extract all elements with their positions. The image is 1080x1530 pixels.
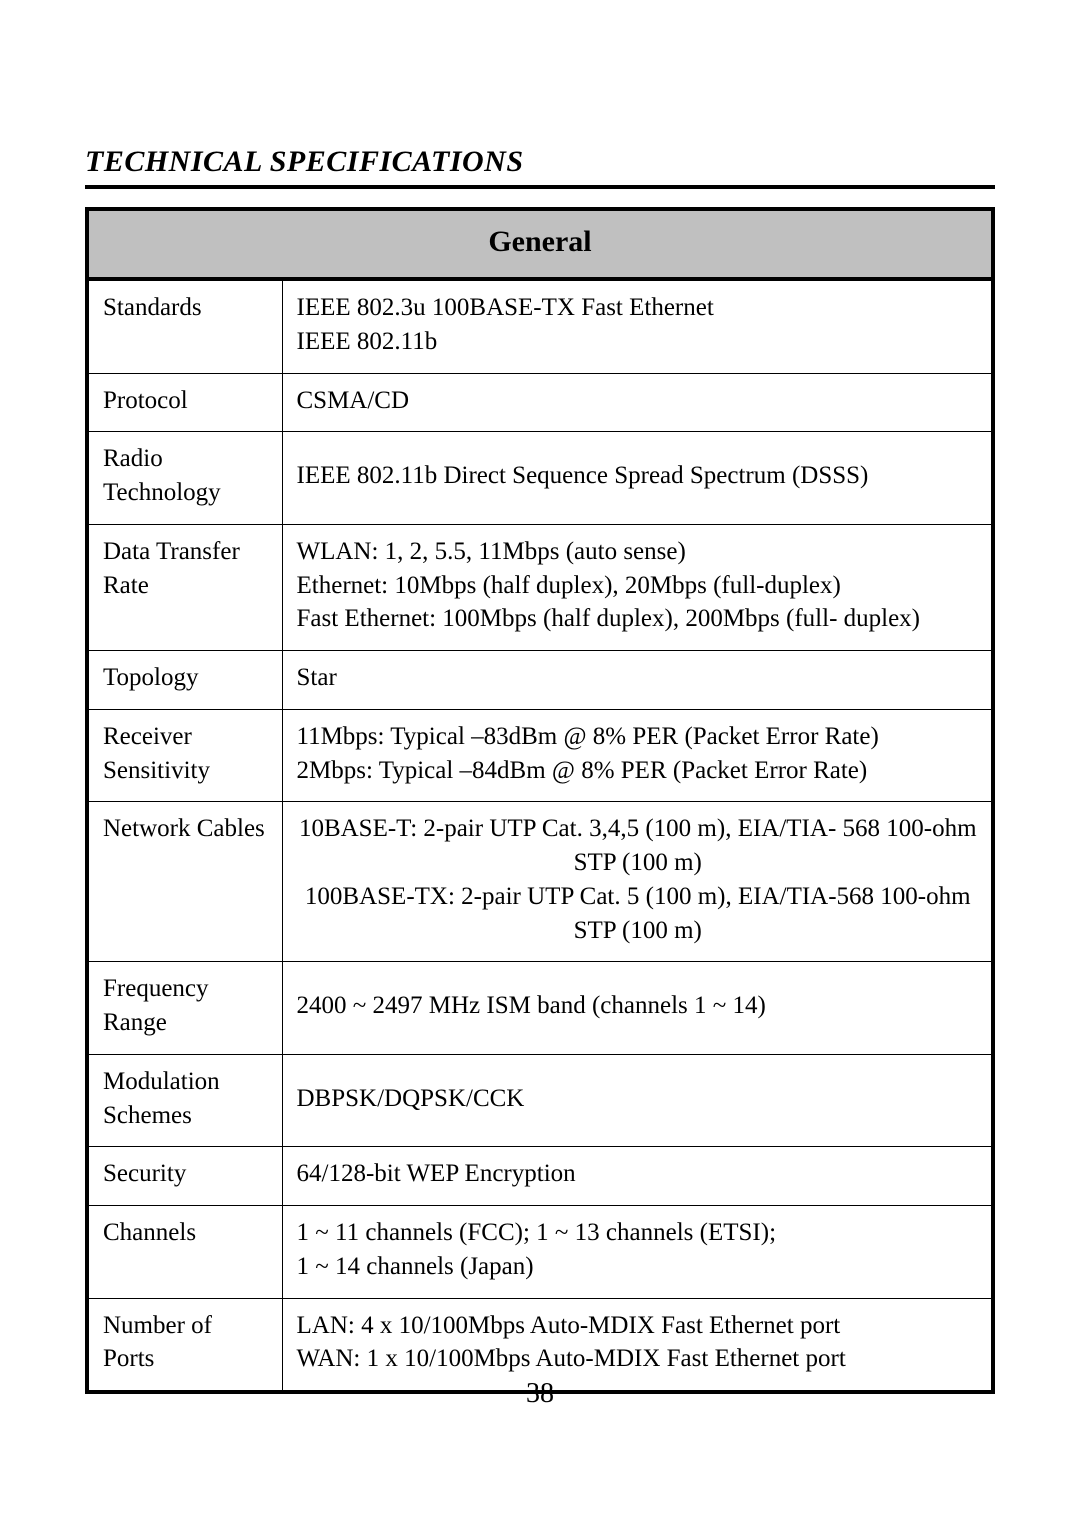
spec-value: 1 ~ 11 channels (FCC); 1 ~ 13 channels (…: [282, 1206, 993, 1299]
section-title: TECHNICAL SPECIFICATIONS: [85, 145, 995, 179]
table-row: Data Transfer RateWLAN: 1, 2, 5.5, 11Mbp…: [87, 524, 993, 650]
spec-value-line: IEEE 802.11b Direct Sequence Spread Spec…: [297, 459, 980, 493]
spec-label: Network Cables: [87, 802, 282, 962]
table-row: StandardsIEEE 802.3u 100BASE-TX Fast Eth…: [87, 279, 993, 373]
spec-value-line: CSMA/CD: [297, 384, 980, 418]
spec-value: IEEE 802.3u 100BASE-TX Fast EthernetIEEE…: [282, 279, 993, 373]
spec-value-line: IEEE 802.11b: [297, 325, 980, 359]
spec-label: Frequency Range: [87, 962, 282, 1055]
page-number: 38: [0, 1378, 1080, 1410]
spec-value-line: Star: [297, 661, 980, 695]
spec-label: Security: [87, 1147, 282, 1206]
table-row: Topology Star: [87, 651, 993, 710]
spec-value-line: Ethernet: 10Mbps (half duplex), 20Mbps (…: [297, 569, 980, 603]
spec-value: 10BASE-T: 2-pair UTP Cat. 3,4,5 (100 m),…: [282, 802, 993, 962]
table-row: Security 64/128-bit WEP Encryption: [87, 1147, 993, 1206]
spec-label: Receiver Sensitivity: [87, 709, 282, 802]
spec-value-line: LAN: 4 x 10/100Mbps Auto-MDIX Fast Ether…: [297, 1309, 980, 1343]
spec-value-line: 1 ~ 14 channels (Japan): [297, 1250, 980, 1284]
spec-value: CSMA/CD: [282, 373, 993, 432]
table-row: Network Cables10BASE-T: 2-pair UTP Cat. …: [87, 802, 993, 962]
spec-value: IEEE 802.11b Direct Sequence Spread Spec…: [282, 432, 993, 525]
table-row: Frequency Range 2400 ~ 2497 MHz ISM band …: [87, 962, 993, 1055]
table-body: StandardsIEEE 802.3u 100BASE-TX Fast Eth…: [87, 279, 993, 1392]
spec-value-line: DBPSK/DQPSK/CCK: [297, 1082, 980, 1116]
table-row: Radio Technology IEEE 802.11b Direct Sequ…: [87, 432, 993, 525]
spec-label: Modulation Schemes: [87, 1054, 282, 1147]
spec-label: Topology: [87, 651, 282, 710]
spec-value-line: 10BASE-T: 2-pair UTP Cat. 3,4,5 (100 m),…: [297, 812, 980, 880]
spec-value: Star: [282, 651, 993, 710]
spec-value: WLAN: 1, 2, 5.5, 11Mbps (auto sense)Ethe…: [282, 524, 993, 650]
spec-label: Channels: [87, 1206, 282, 1299]
spec-value-line: 2Mbps: Typical –84dBm @ 8% PER (Packet E…: [297, 754, 980, 788]
table-header: General: [87, 209, 993, 279]
spec-value: 11Mbps: Typical –83dBm @ 8% PER (Packet …: [282, 709, 993, 802]
spec-value-line: WLAN: 1, 2, 5.5, 11Mbps (auto sense): [297, 535, 980, 569]
spec-label: Data Transfer Rate: [87, 524, 282, 650]
title-rule: [85, 185, 995, 189]
spec-value-line: Fast Ethernet: 100Mbps (half duplex), 20…: [297, 602, 980, 636]
spec-value-line: 11Mbps: Typical –83dBm @ 8% PER (Packet …: [297, 720, 980, 754]
spec-value-line: 100BASE-TX: 2-pair UTP Cat. 5 (100 m), E…: [297, 880, 980, 948]
spec-label: Protocol: [87, 373, 282, 432]
spec-label: Radio Technology: [87, 432, 282, 525]
spec-value-line: 2400 ~ 2497 MHz ISM band (channels 1 ~ 1…: [297, 989, 980, 1023]
spec-value-line: 64/128-bit WEP Encryption: [297, 1157, 980, 1191]
table-row: Protocol CSMA/CD: [87, 373, 993, 432]
table-row: Receiver Sensitivity 11Mbps: Typical –83d…: [87, 709, 993, 802]
table-row: Modulation Schemes DBPSK/DQPSK/CCK: [87, 1054, 993, 1147]
spec-value: DBPSK/DQPSK/CCK: [282, 1054, 993, 1147]
spec-value-line: 1 ~ 11 channels (FCC); 1 ~ 13 channels (…: [297, 1216, 980, 1250]
spec-value-line: WAN: 1 x 10/100Mbps Auto-MDIX Fast Ether…: [297, 1342, 980, 1376]
table-row: Channels 1 ~ 11 channels (FCC); 1 ~ 13 ch…: [87, 1206, 993, 1299]
spec-value: 2400 ~ 2497 MHz ISM band (channels 1 ~ 1…: [282, 962, 993, 1055]
spec-value: 64/128-bit WEP Encryption: [282, 1147, 993, 1206]
spec-label: Standards: [87, 279, 282, 373]
specs-table: General StandardsIEEE 802.3u 100BASE-TX …: [85, 207, 995, 1394]
spec-value-line: IEEE 802.3u 100BASE-TX Fast Ethernet: [297, 291, 980, 325]
